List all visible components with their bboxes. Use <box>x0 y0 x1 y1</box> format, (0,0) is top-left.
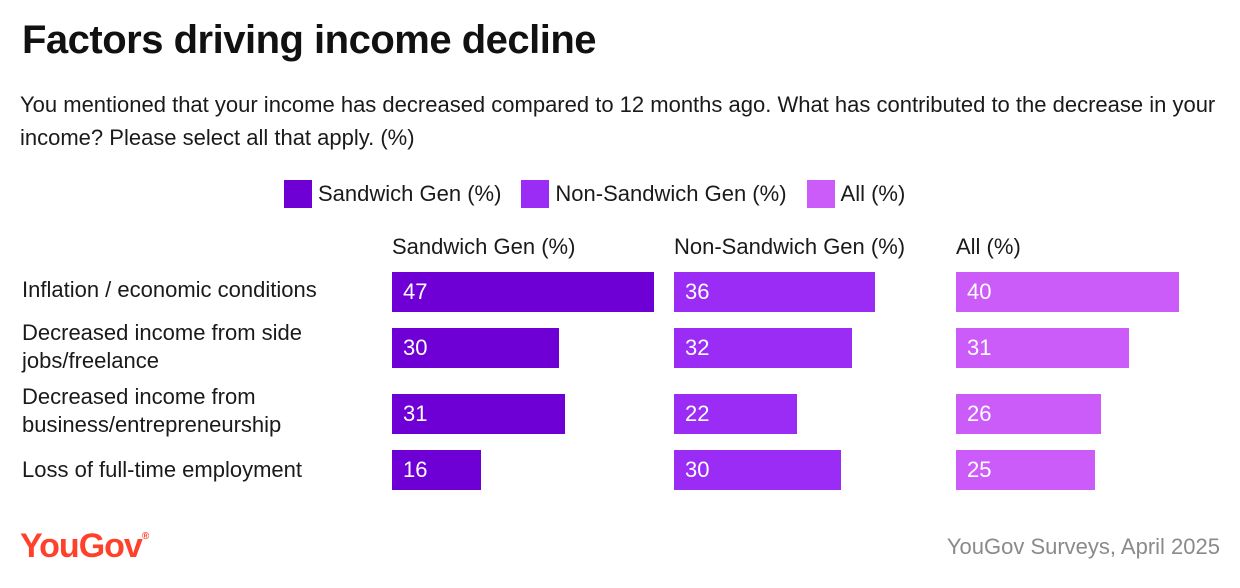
bar: 30 <box>674 450 841 490</box>
bar: 47 <box>392 272 654 312</box>
chart-title: Factors driving income decline <box>22 18 597 62</box>
bar: 22 <box>674 394 797 434</box>
legend-label: All (%) <box>840 181 906 206</box>
bar: 40 <box>956 272 1179 312</box>
bar: 16 <box>392 450 481 490</box>
category-label: Decreased income from business/entrepren… <box>22 384 282 437</box>
yougov-logo: YouGov® <box>20 527 149 566</box>
column-header: Sandwich Gen (%) <box>392 234 576 259</box>
data-label: 31 <box>403 401 428 426</box>
data-label: 32 <box>685 335 710 360</box>
data-label: 22 <box>685 401 710 426</box>
column-header: Non-Sandwich Gen (%) <box>674 234 906 259</box>
bar: 25 <box>956 450 1095 490</box>
category-label: Decreased income from side jobs/freelanc… <box>22 320 303 373</box>
data-label: 30 <box>403 335 428 360</box>
registered-mark: ® <box>141 531 149 542</box>
legend-label: Sandwich Gen (%) <box>318 181 502 206</box>
legend-item: Non-Sandwich Gen (%) <box>521 180 787 208</box>
data-label: 26 <box>967 401 992 426</box>
brand-name: YouGov <box>20 527 143 565</box>
legend-swatch <box>284 180 312 208</box>
legend-swatch <box>806 180 835 208</box>
legend: Sandwich Gen (%) Non-Sandwich Gen (%) All … <box>284 180 925 208</box>
bar: 26 <box>956 394 1101 434</box>
data-label: 30 <box>685 457 710 482</box>
chart-subtitle: You mentioned that your income has decre… <box>20 92 1216 150</box>
legend-swatch <box>521 180 550 208</box>
bar: 31 <box>956 328 1129 368</box>
source-note: YouGov Surveys, April 2025 <box>946 534 1220 559</box>
legend-item: Sandwich Gen (%) <box>284 180 501 208</box>
bar: 32 <box>674 328 852 368</box>
legend-item: All (%) <box>806 180 906 208</box>
column-header: All (%) <box>956 234 1021 259</box>
bar: 36 <box>674 272 875 312</box>
data-label: 31 <box>967 335 992 360</box>
data-label: 40 <box>967 279 992 304</box>
data-label: 47 <box>403 279 428 304</box>
data-label: 25 <box>967 457 992 482</box>
bar: 30 <box>392 328 559 368</box>
bar: 31 <box>392 394 565 434</box>
legend-label: Non-Sandwich Gen (%) <box>555 181 787 206</box>
data-label: 16 <box>403 457 428 482</box>
category-label: Loss of full-time employment <box>22 457 302 482</box>
category-label: Inflation / economic conditions <box>22 277 317 302</box>
data-label: 36 <box>685 279 710 304</box>
